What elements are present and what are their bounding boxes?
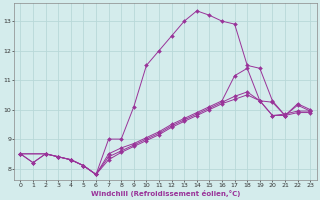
X-axis label: Windchill (Refroidissement éolien,°C): Windchill (Refroidissement éolien,°C)	[91, 190, 240, 197]
